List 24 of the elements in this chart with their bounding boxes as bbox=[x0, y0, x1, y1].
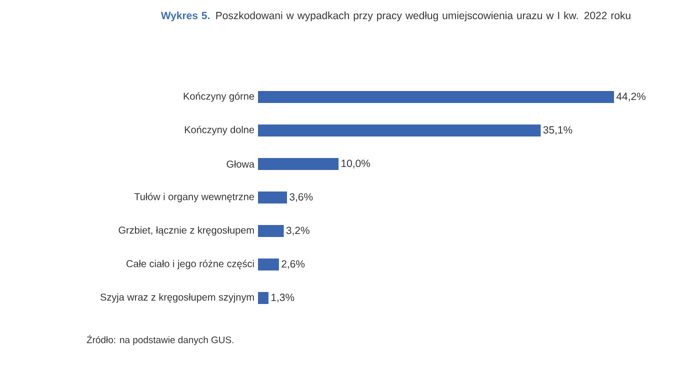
bar bbox=[258, 225, 284, 238]
text: Źródło: na podstawie danych GUS. bbox=[86, 334, 234, 346]
chart-subtitle: Poszkodowani w wypadkach przy pracy według umiejscowienia urazu w I kw. 2022 roku bbox=[216, 12, 630, 22]
bar bbox=[258, 158, 339, 170]
bar bbox=[258, 124, 541, 137]
chart-title: Wykres 5. bbox=[160, 12, 210, 22]
y-tick-label: Całe ciało i jego różne części bbox=[126, 260, 254, 270]
bar bbox=[258, 258, 279, 271]
y-tick-label: Tułów i organy wewnętrzne bbox=[134, 192, 254, 202]
data-label: 1,3% bbox=[271, 294, 294, 302]
y-tick-label: Kończyny dolne bbox=[184, 126, 254, 136]
bar bbox=[258, 292, 268, 304]
data-label: 10,0% bbox=[342, 160, 370, 168]
y-tick-label: Szyja wraz z kręgosłupem szyjnym bbox=[100, 293, 254, 303]
y-tick-label: Kończyny górne bbox=[184, 92, 254, 102]
data-label: 44,2% bbox=[616, 92, 646, 102]
data-label: 3,2% bbox=[286, 226, 310, 236]
data-label: 2,6% bbox=[282, 260, 305, 269]
bar bbox=[258, 91, 614, 104]
data-label: 3,6% bbox=[290, 193, 313, 202]
data-label: 35,1% bbox=[543, 126, 572, 135]
y-tick-label: Głowa bbox=[226, 160, 254, 168]
bar bbox=[258, 192, 287, 204]
y-tick-label: Grzbiet, łącznie z kręgosłupem bbox=[118, 226, 254, 236]
